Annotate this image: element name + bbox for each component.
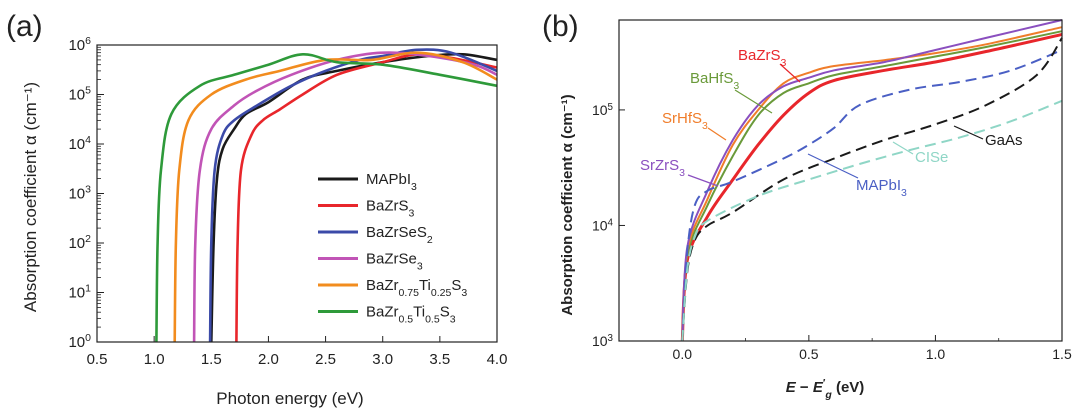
panel-a-x-tick-label: 4.0 bbox=[487, 351, 508, 368]
panel-b-series-GaAs bbox=[681, 37, 1063, 342]
panel-b-plot-frame bbox=[618, 19, 1063, 342]
panel-b-x-tick-label: 1.0 bbox=[926, 346, 946, 362]
panel-a-x-tick-label: 2.5 bbox=[315, 351, 336, 368]
annotation-pointer-SrZrS3 bbox=[687, 174, 719, 187]
panel-b: (b) Absorption coefficient α (cm⁻¹) E − … bbox=[542, 10, 1072, 401]
annotation-label-CISe: CISe bbox=[915, 149, 948, 166]
panel-a-series-BaZrSe3 bbox=[192, 51, 498, 343]
panel-a-label: (a) bbox=[6, 10, 43, 43]
panel-a-y-axis-title: Absorption coefficient α (cm⁻¹) bbox=[21, 82, 40, 312]
panel-b-x-axis-title: E − E′g (eV) bbox=[786, 377, 865, 401]
panel-a-x-axis-title: Photon energy (eV) bbox=[216, 389, 363, 408]
annotation-label-MAPbI3: MAPbI3 bbox=[856, 177, 907, 199]
panel-a-x-tick-label: 2.0 bbox=[258, 351, 279, 368]
annotation-label-BaHfS3: BaHfS3 bbox=[690, 70, 739, 92]
legend-label-BaZr0.5Ti0.5S3: BaZr0.5Ti0.5S3 bbox=[366, 304, 456, 326]
panel-a-y-tick-label: 102 bbox=[68, 233, 91, 252]
panel-a-series-BaZrSeS2 bbox=[208, 48, 498, 343]
panel-a-x-tick-label: 1.5 bbox=[201, 351, 222, 368]
panel-a-y-tick-label: 101 bbox=[68, 283, 91, 302]
panel-a-x-tick-label: 3.0 bbox=[372, 351, 393, 368]
panel-a-series-MAPbI3 bbox=[210, 52, 498, 343]
annotation-label-SrHfS3: SrHfS3 bbox=[662, 110, 708, 132]
legend-label-BaZrSe3: BaZrSe3 bbox=[366, 251, 423, 273]
panel-b-y-tick-label: 105 bbox=[592, 101, 614, 118]
panel-a-y-tick-label: 104 bbox=[68, 134, 91, 153]
panel-a-legend: MAPbI3 BaZrS3 BaZrSeS2 BaZrSe3 BaZr0.75Ti0.2… bbox=[318, 171, 467, 326]
legend-label-MAPbI3: MAPbI3 bbox=[366, 171, 417, 193]
annotation-pointer-SrHfS3 bbox=[707, 127, 727, 141]
annotation-label-GaAs: GaAs bbox=[985, 132, 1023, 149]
panel-a-x-tick-label: 3.5 bbox=[429, 351, 450, 368]
panel-a-y-tick-label: 106 bbox=[68, 35, 91, 54]
legend-label-BaZrSeS2: BaZrSeS2 bbox=[366, 224, 433, 246]
panel-b-series-BaHfS3 bbox=[681, 30, 1063, 342]
panel-b-series-MAPbI3 bbox=[681, 49, 1063, 342]
legend-label-BaZrS3: BaZrS3 bbox=[366, 198, 415, 220]
annotation-label-BaZrS3: BaZrS3 bbox=[738, 47, 787, 69]
panel-a-series-BaZr0.75Ti0.25S3 bbox=[173, 51, 498, 343]
panel-b-y-tick-label: 103 bbox=[592, 333, 614, 350]
panel-b-y-tick-label: 104 bbox=[592, 217, 614, 234]
panel-b-x-tick-label: 0.5 bbox=[799, 346, 819, 362]
legend-label-BaZr0.75Ti0.25S3: BaZr0.75Ti0.25S3 bbox=[366, 277, 467, 299]
panel-b-series-CISe bbox=[681, 99, 1063, 342]
annotation-pointer-BaHfS3 bbox=[734, 89, 773, 114]
annotation-pointer-BaZrS3 bbox=[779, 63, 801, 83]
panel-a-x-tick-label: 1.0 bbox=[144, 351, 165, 368]
panel-b-y-axis-title: Absorption coefficient α (cm⁻¹) bbox=[559, 94, 576, 315]
panel-a-y-tick-label: 103 bbox=[68, 184, 91, 203]
panel-a-plot-frame bbox=[96, 44, 498, 343]
panel-b-x-tick-label: 0.0 bbox=[673, 346, 693, 362]
annotation-pointer-GaAs bbox=[953, 125, 984, 140]
panel-b-label: (b) bbox=[542, 10, 579, 43]
annotation-pointer-MAPbI3 bbox=[807, 153, 859, 179]
panel-a-y-tick-label: 105 bbox=[68, 85, 91, 104]
panel-a-x-tick-label: 0.5 bbox=[87, 351, 108, 368]
panel-a-y-tick-label: 100 bbox=[68, 332, 91, 351]
panel-b-series-SrZrS3 bbox=[681, 19, 1063, 342]
panel-a: (a) Photon energy (eV) Absorption coeffi… bbox=[6, 10, 507, 408]
annotation-label-SrZrS3: SrZrS3 bbox=[640, 157, 685, 179]
panel-b-series-BaZrS3 bbox=[680, 32, 1063, 342]
panel-a-series-BaZr0.5Ti0.5S3 bbox=[155, 52, 498, 343]
annotation-pointer-CISe bbox=[892, 141, 914, 155]
panel-b-x-tick-label: 1.5 bbox=[1052, 346, 1072, 362]
